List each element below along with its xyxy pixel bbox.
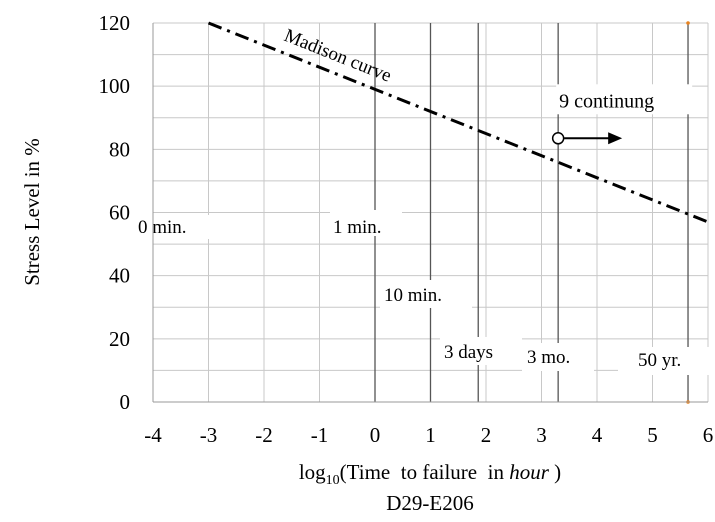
y-tick-label: 40 (109, 264, 130, 288)
x-tick-label: -1 (311, 423, 329, 447)
time-marker-label: 0 min. (138, 217, 187, 238)
x-tick-label: 0 (370, 423, 381, 447)
marker-end-dot (686, 21, 690, 25)
time-marker-label-bg (330, 210, 402, 236)
time-marker-label-bg (522, 343, 594, 371)
time-marker-label-bg (440, 337, 522, 365)
x-tick-label: 1 (425, 423, 436, 447)
time-marker-label: 3 days (444, 342, 493, 363)
axis-layer: 0 20 40 60 80 100 120 -4 -3 -2 -1 0 1 2 3 4 5 6 Stress Lev… (20, 11, 713, 515)
x-axis-label: log10(Time to failure in hour ) (299, 460, 561, 488)
x-tick-label: 4 (592, 423, 603, 447)
x-tick-label: -4 (144, 423, 162, 447)
y-tick-label: 0 (120, 390, 131, 414)
y-tick-label: 60 (109, 201, 130, 225)
time-marker-label: 50 yr. (638, 350, 681, 371)
y-tick-label: 20 (109, 327, 130, 351)
x-tick-label: 2 (481, 423, 492, 447)
time-marker-label-bg (618, 347, 710, 375)
time-marker-label: 10 min. (384, 285, 442, 306)
chart-subtitle: D29-E206 (386, 491, 474, 515)
x-tick-label: -3 (200, 423, 218, 447)
x-tick-label: 5 (647, 423, 658, 447)
data-point-label-bg (556, 84, 693, 115)
time-marker-label: 1 min. (333, 217, 382, 238)
time-marker-label-bg (135, 215, 247, 239)
x-tick-label: -2 (255, 423, 273, 447)
data-point-marker (551, 132, 565, 145)
y-tick-label: 100 (99, 74, 131, 98)
x-tick-label: 3 (536, 423, 547, 447)
y-axis-label: Stress Level in % (20, 138, 44, 286)
x-tick-label: 6 (703, 423, 714, 447)
time-marker-label-bg (380, 280, 472, 308)
time-marker-label: 3 mo. (527, 347, 570, 368)
series-layer (207, 21, 709, 224)
y-tick-label: 120 (99, 11, 131, 35)
madison-curve-line (207, 21, 709, 224)
y-tick-label: 80 (109, 137, 130, 161)
data-point-label: 9 continung (559, 90, 654, 112)
continuing-arrow-head (608, 132, 623, 145)
